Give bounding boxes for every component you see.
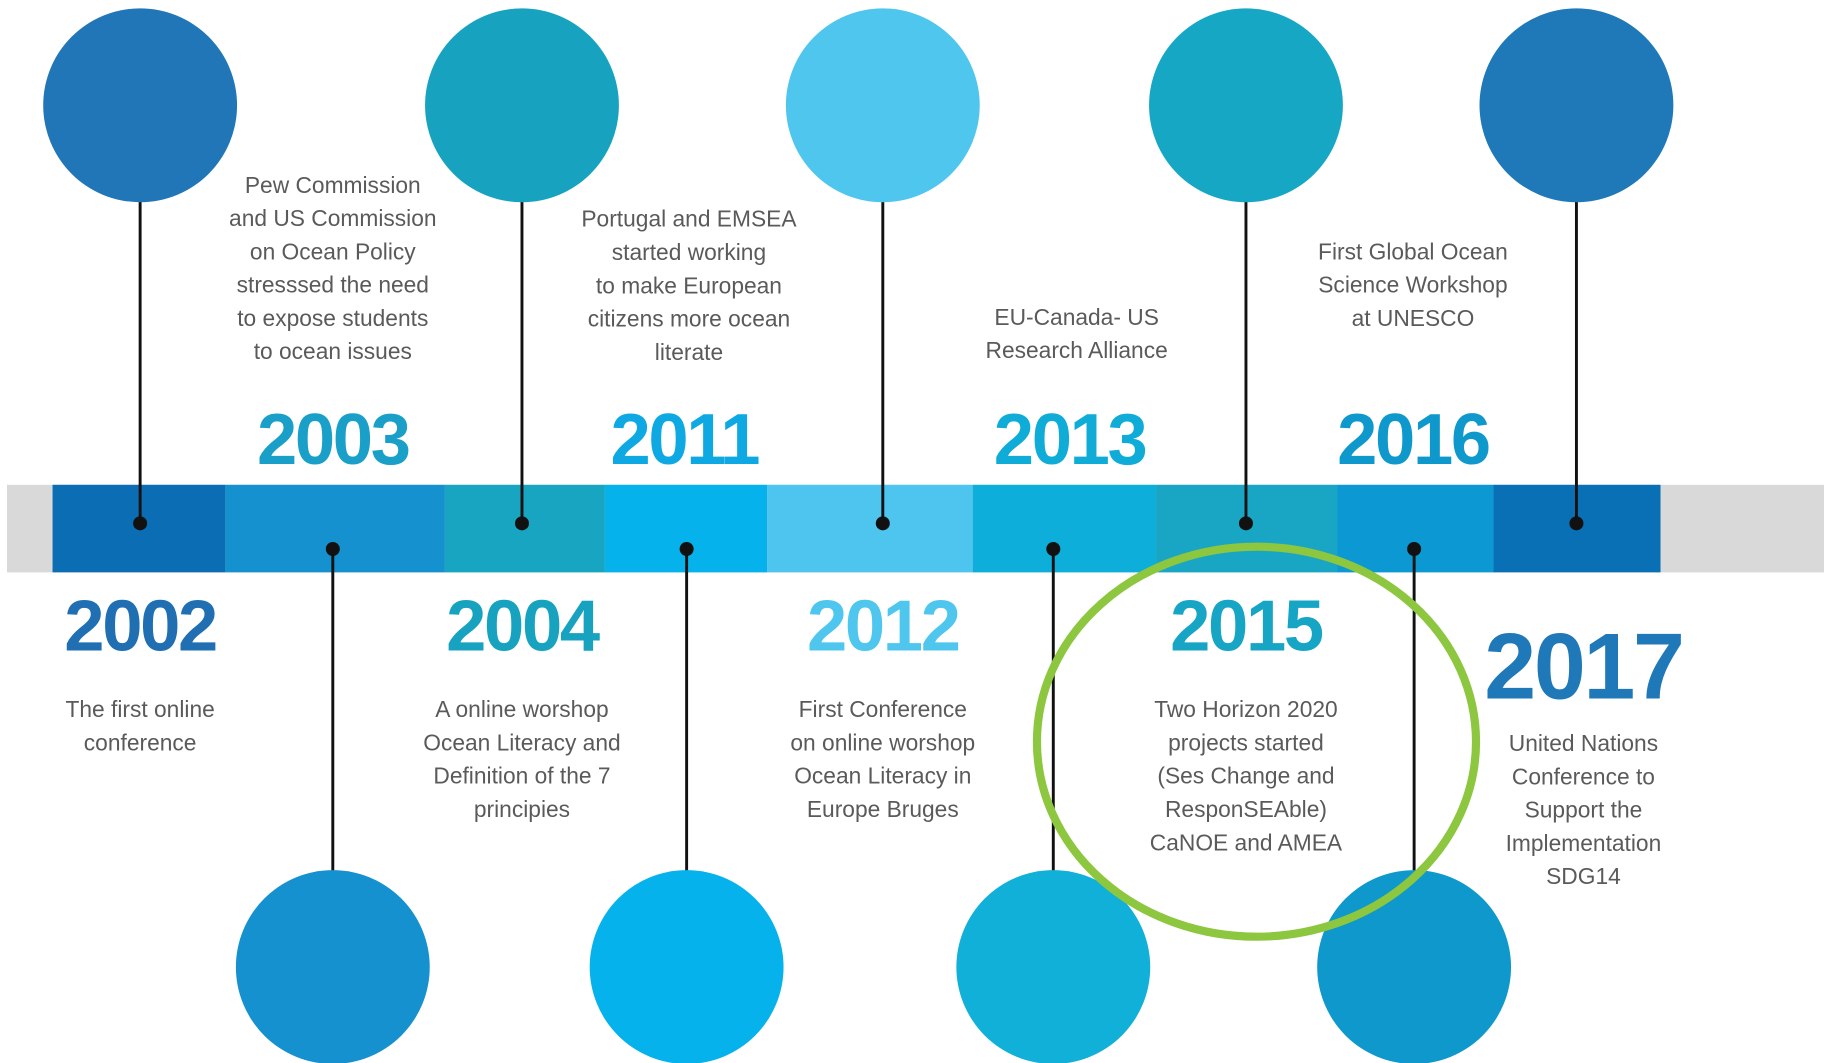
event-description: Definition of the 7: [433, 763, 610, 789]
event-description: The first online: [65, 696, 214, 722]
event-description: SDG14: [1546, 863, 1621, 889]
event-description: A online worshop: [435, 696, 608, 722]
event-year: 2016: [1337, 399, 1489, 480]
event-year: 2017: [1484, 613, 1682, 718]
event-description: on Ocean Policy: [250, 238, 416, 264]
event-description: Conference to: [1512, 763, 1655, 789]
event-description: Research Alliance: [986, 337, 1168, 363]
event-description: Ocean Literacy in: [794, 763, 971, 789]
event-year: 2013: [994, 399, 1146, 480]
event-description: Implementation: [1506, 830, 1662, 856]
event-description: (Ses Change and: [1157, 763, 1334, 789]
connector-dot: [875, 516, 890, 531]
event-circle: [956, 870, 1151, 1063]
connector-dot: [1046, 542, 1061, 557]
event-description: CaNOE and AMEA: [1150, 829, 1343, 855]
event-description: Support the: [1525, 797, 1643, 823]
event-description: started working: [612, 239, 766, 265]
event-description: literate: [655, 339, 723, 365]
event-description: citizens more ocean: [588, 306, 790, 332]
connector-dot: [1569, 516, 1584, 531]
event-description: EU-Canada- US: [994, 304, 1158, 330]
event-year: 2004: [446, 586, 600, 667]
event-description: United Nations: [1509, 730, 1658, 756]
event-description: First Global Ocean: [1318, 238, 1508, 264]
event-circle: [43, 8, 238, 203]
event-description: at UNESCO: [1352, 305, 1475, 331]
event-circle: [1317, 870, 1512, 1063]
event-description: Pew Commission: [245, 172, 421, 198]
event-description: conference: [84, 729, 197, 755]
event-description: Portugal and EMSEA: [581, 206, 797, 232]
connector-dot: [1407, 542, 1422, 557]
event-description: projects started: [1168, 729, 1324, 755]
event-description: to make European: [596, 272, 782, 298]
segment: [225, 484, 445, 573]
event-description: Europe Bruges: [807, 796, 959, 822]
event-description: ResponSEAble): [1165, 796, 1327, 822]
event-circle: [785, 8, 980, 203]
event-circle: [1479, 8, 1674, 203]
segment: [767, 484, 973, 573]
event-description: principies: [474, 796, 570, 822]
connector-dot: [1238, 516, 1253, 531]
event-description: stresssed the need: [237, 272, 429, 298]
event-description: First Conference: [799, 696, 967, 722]
event-circle: [589, 870, 784, 1063]
event-description: on online worshop: [790, 729, 975, 755]
event-description: Science Workshop: [1318, 272, 1507, 298]
event-year: 2011: [610, 399, 759, 480]
segment: [972, 484, 1157, 573]
event-description: Ocean Literacy and: [423, 729, 620, 755]
event-circle: [235, 870, 430, 1063]
event-year: 2015: [1170, 586, 1323, 667]
event-year: 2002: [64, 586, 216, 667]
event-circle: [425, 8, 619, 203]
connector-dot: [514, 516, 529, 531]
highlight-ring: [1032, 542, 1481, 941]
event-year: 2012: [807, 586, 959, 667]
event-circle: [1149, 8, 1343, 203]
connector-dot: [325, 542, 340, 557]
event-description: to ocean issues: [254, 338, 412, 364]
event-description: and US Commission: [229, 205, 436, 231]
event-description: Two Horizon 2020: [1154, 696, 1338, 722]
event-description: to expose students: [237, 305, 428, 331]
connector-dot: [133, 516, 148, 531]
event-year: 2003: [257, 399, 409, 480]
connector-dot: [679, 542, 694, 557]
